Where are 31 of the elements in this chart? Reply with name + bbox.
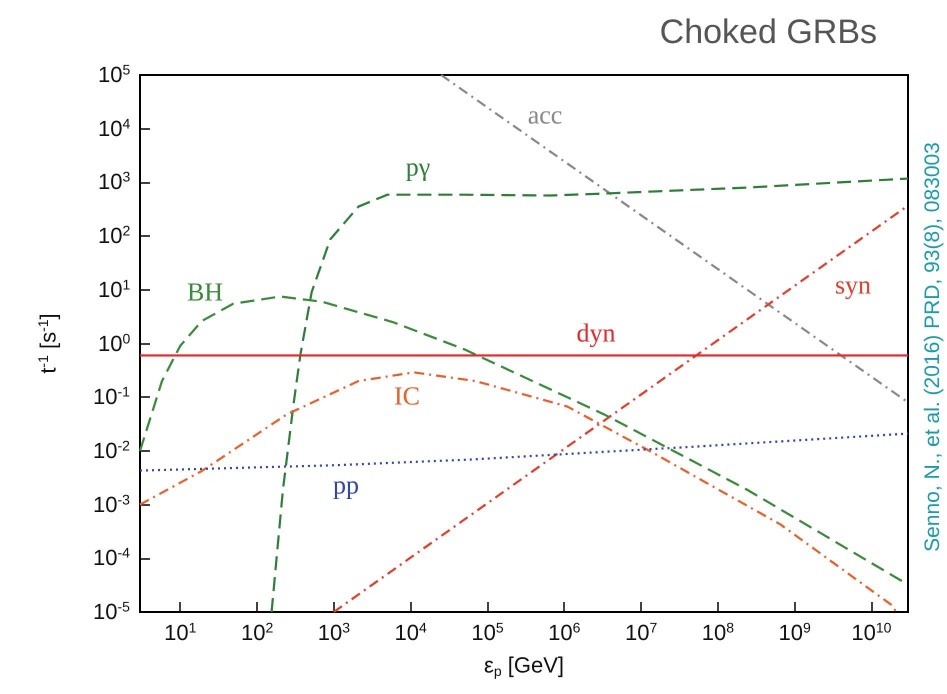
y-tick-label: 10$^{5}$ [98,61,130,88]
series-label: dyn [576,318,616,348]
x-tick-label: 10$^{1}$ [164,619,196,646]
y-tick-label: 10$^{0}$ [98,330,130,356]
x-tick-label: 10$^{9}$ [778,619,811,646]
y-tick-label: 10$^{1}$ [98,276,130,303]
chart-title: Choked GRBs [660,13,878,51]
series-label: pγ [406,152,430,182]
y-tick-label: 10$^{-1}$ [93,384,130,410]
y-tick-label: 10$^{-4}$ [93,544,130,572]
x-tick-label: 10$^{5}$ [471,619,504,646]
series-label: syn [834,270,872,300]
y-tick-label: 10$^{-5}$ [93,598,130,625]
y-tick-label: 10$^{3}$ [98,168,130,196]
x-tick-label: 10$^{10}$ [851,619,892,646]
x-tick-label: 10$^{4}$ [394,619,427,646]
y-axis-title: t-1 [s-1] [35,313,60,374]
x-tick-label: 10$^{2}$ [240,619,274,646]
series-label: BH [186,278,224,306]
x-tick-label: 10$^{7}$ [624,619,658,646]
x-tick-label: 10$^{3}$ [318,619,350,646]
series-label: IC [394,382,420,410]
x-tick-label: 10$^{8}$ [702,619,734,646]
x-tick-label: 10$^{6}$ [548,619,580,646]
y-tick-label: 10$^{-3}$ [93,490,130,518]
series-label: acc [528,100,562,130]
y-tick-label: 10$^{-2}$ [93,437,130,464]
series-label: pp [333,470,359,500]
y-tick-label: 10$^{2}$ [98,222,130,250]
y-tick-label: 10$^{4}$ [98,115,130,142]
text: Senno, N., et al. (2016) PRD, 93(8), 083003 [921,142,944,552]
